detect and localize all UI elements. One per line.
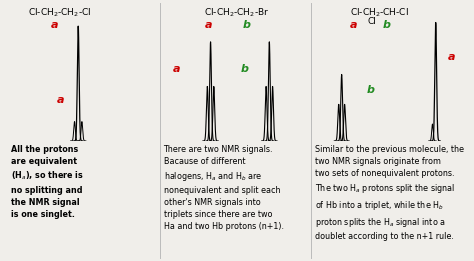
Text: b: b: [367, 85, 375, 95]
Text: a: a: [51, 20, 58, 29]
Text: Cl-CH$_2$-CH-Cl: Cl-CH$_2$-CH-Cl: [350, 7, 409, 19]
Text: a: a: [349, 20, 357, 29]
Text: b: b: [243, 20, 250, 29]
Text: Cl-CH$_2$-CH$_2$-Cl: Cl-CH$_2$-CH$_2$-Cl: [27, 7, 91, 19]
Text: a: a: [57, 95, 64, 105]
Text: b: b: [240, 64, 248, 74]
Text: b: b: [383, 20, 390, 29]
Text: There are two NMR signals.
Bacause of different
halogens, H$_a$ and H$_b$ are
no: There are two NMR signals. Bacause of di…: [164, 145, 283, 232]
Text: a: a: [173, 64, 181, 74]
Text: a: a: [448, 52, 456, 62]
Text: Cl: Cl: [368, 17, 376, 26]
Text: Similar to the previous molecule, the
two NMR signals originate from
two sets of: Similar to the previous molecule, the tw…: [315, 145, 464, 241]
Text: All the protons
are equivalent
(H$_a$), so there is
no splitting and
the NMR sig: All the protons are equivalent (H$_a$), …: [10, 145, 83, 219]
Text: Cl-CH$_2$-CH$_2$-Br: Cl-CH$_2$-CH$_2$-Br: [204, 7, 270, 19]
Text: a: a: [205, 20, 212, 29]
